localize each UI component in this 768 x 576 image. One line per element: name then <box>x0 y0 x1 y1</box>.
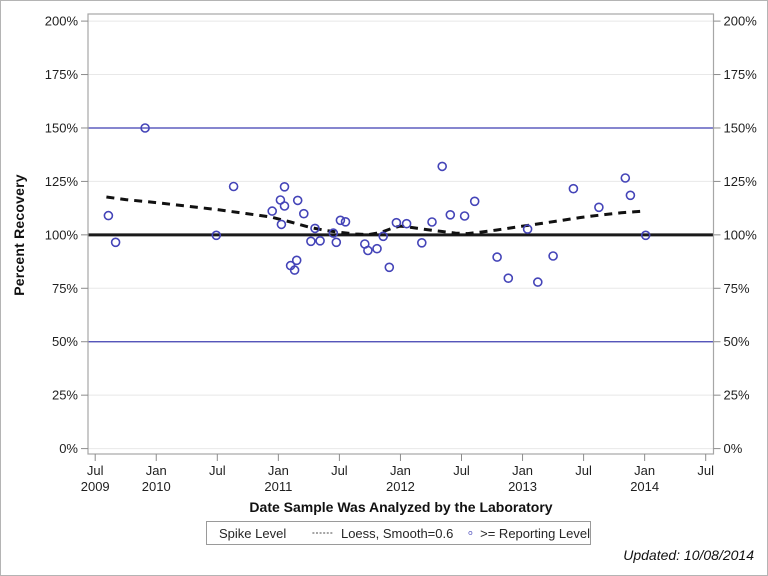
data-point-marker <box>427 217 437 227</box>
data-point-marker <box>279 182 290 192</box>
data-point-marker <box>310 223 320 234</box>
x-axis-title: Date Sample Was Analyzed by the Laborato… <box>249 499 553 515</box>
data-point-marker <box>211 230 222 241</box>
y-tick-label-left: 50% <box>52 334 78 349</box>
y-tick-label-left: 175% <box>45 67 79 82</box>
marker-sample-circle <box>468 531 473 535</box>
y-tick-label-right: 50% <box>724 334 750 349</box>
data-point-marker <box>315 236 325 246</box>
loess-curve <box>106 195 644 237</box>
data-point-marker <box>306 236 316 247</box>
x-tick-label-year: 2011 <box>264 479 292 494</box>
data-point-marker <box>625 190 636 201</box>
data-point-marker <box>568 183 579 194</box>
y-tick-label-right: 0% <box>724 441 743 456</box>
data-point-marker <box>335 215 346 226</box>
data-point-marker <box>445 210 456 220</box>
y-tick-label-left: 125% <box>45 174 79 189</box>
data-point-marker <box>372 243 382 254</box>
data-point-marker <box>548 251 558 261</box>
data-point-marker <box>416 238 427 248</box>
data-point-marker <box>292 195 303 206</box>
data-point-marker <box>328 228 339 238</box>
y-tick-label-right: 25% <box>724 388 750 403</box>
data-point-marker <box>331 237 342 248</box>
x-tick-label-month: Jul <box>209 463 226 478</box>
y-tick-label-left: 200% <box>45 14 79 29</box>
data-point-marker <box>532 277 543 287</box>
x-tick-label-month: Jan <box>268 463 289 478</box>
x-tick-label-year: 2009 <box>81 479 110 494</box>
marker-sample-icon <box>468 531 473 535</box>
y-tick-label-left: 0% <box>59 441 78 456</box>
data-point-marker <box>437 161 448 172</box>
data-point-marker <box>522 224 533 234</box>
y-tick-label-right: 125% <box>724 174 758 189</box>
data-point-marker <box>340 217 351 227</box>
x-tick-label-month: Jul <box>87 463 104 478</box>
data-point-marker <box>110 237 121 248</box>
x-tick-label-month: Jul <box>331 463 348 478</box>
data-point-marker <box>503 273 514 284</box>
data-point-marker <box>620 173 631 183</box>
y-tick-label-left: 150% <box>45 120 79 135</box>
data-point-marker <box>401 218 412 229</box>
data-point-marker <box>469 196 480 207</box>
y-tick-label-left: 100% <box>45 227 79 242</box>
data-point-marker <box>492 252 502 262</box>
x-tick-label-year: 2013 <box>508 479 537 494</box>
data-point-marker <box>276 219 287 230</box>
x-tick-label-year: 2014 <box>630 479 659 494</box>
data-point-marker <box>103 210 114 221</box>
data-point-marker <box>140 123 150 133</box>
x-tick-label-month: Jul <box>697 463 714 478</box>
y-tick-label-right: 200% <box>724 14 758 29</box>
legend-title: Spike Level <box>219 525 287 541</box>
x-tick-label-month: Jul <box>575 463 592 478</box>
x-tick-label-month: Jul <box>453 463 470 478</box>
x-tick-label-month: Jan <box>146 463 167 478</box>
x-tick-label-month: Jan <box>390 463 411 478</box>
data-point-marker <box>298 208 309 219</box>
y-tick-label-left: 25% <box>52 388 78 403</box>
legend: Spike Level Loess, Smooth=0.6 >= Reporti… <box>206 521 591 545</box>
x-tick-label-month: Jan <box>512 463 533 478</box>
updated-note: Updated: 10/08/2014 <box>623 547 754 563</box>
x-tick-label-year: 2010 <box>142 479 171 494</box>
data-point-marker <box>228 181 239 192</box>
data-point-marker <box>289 265 300 275</box>
x-tick-label-month: Jan <box>634 463 655 478</box>
y-tick-label-right: 75% <box>724 281 750 296</box>
data-point-marker <box>459 211 470 221</box>
y-tick-label-left: 75% <box>52 281 78 296</box>
y-tick-label-right: 100% <box>724 227 758 242</box>
data-point-marker <box>391 217 402 228</box>
data-point-marker <box>363 245 373 256</box>
x-tick-label-year: 2012 <box>386 479 415 494</box>
data-point-marker <box>267 206 278 216</box>
data-point-marker <box>640 230 651 241</box>
loess-line-sample-icon <box>312 532 333 534</box>
legend-loess-label: Loess, Smooth=0.6 <box>340 525 454 541</box>
data-point-marker <box>378 231 389 242</box>
data-point-marker <box>384 262 395 273</box>
data-point-marker <box>594 202 604 213</box>
data-point-marker <box>291 255 302 266</box>
y-tick-label-right: 175% <box>724 67 758 82</box>
y-tick-label-right: 150% <box>724 120 758 135</box>
legend-marker-label: >= Reporting Level <box>480 525 590 541</box>
y-axis-title: Percent Recovery <box>11 174 27 296</box>
data-point-marker <box>279 201 290 211</box>
